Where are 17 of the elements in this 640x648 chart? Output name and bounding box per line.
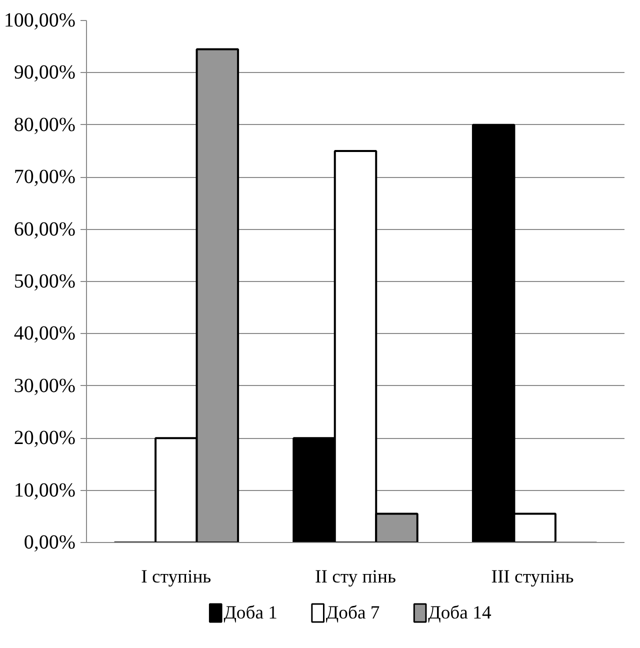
y-tick-label: 80,00% bbox=[14, 114, 76, 136]
x-tick-label: II сту пінь bbox=[315, 566, 396, 588]
y-tick-label: 70,00% bbox=[14, 166, 76, 188]
legend-label: Доба 7 bbox=[326, 602, 380, 624]
y-tick-label: 10,00% bbox=[14, 479, 76, 502]
y-tick-label: 90,00% bbox=[14, 62, 76, 84]
legend-label: Доба 1 bbox=[224, 602, 278, 624]
y-tick-label: 50,00% bbox=[14, 270, 76, 292]
y-tick-label: 100,00% bbox=[4, 10, 76, 32]
y-tick-label: 30,00% bbox=[14, 374, 76, 397]
legend-label: Доба 14 bbox=[428, 602, 492, 624]
x-tick-label: III ступінь bbox=[491, 566, 574, 588]
y-tick-label: 20,00% bbox=[14, 427, 76, 450]
y-tick-label: 40,00% bbox=[14, 322, 76, 345]
y-tick-label: 0,00% bbox=[24, 532, 76, 554]
x-tick-label: I ступінь bbox=[141, 566, 212, 588]
y-tick-label: 60,00% bbox=[14, 218, 76, 240]
